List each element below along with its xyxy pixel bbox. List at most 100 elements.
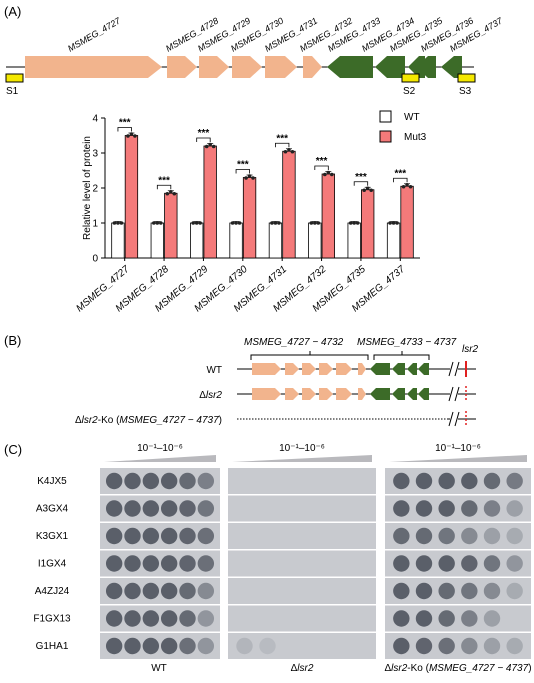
data-point: [352, 221, 356, 225]
data-point: [408, 184, 413, 189]
data-point: [277, 221, 281, 225]
dilution-label: 10⁻¹–10⁻⁶: [435, 443, 481, 454]
bar-wt: [308, 222, 322, 259]
gene-arrow-4729: [199, 56, 229, 78]
plaque-spot: [236, 637, 253, 655]
plaque-spot: [415, 555, 433, 572]
plaque-spot: [461, 582, 478, 600]
gene-arrow-4736: [416, 56, 436, 78]
data-point: [290, 149, 295, 154]
data-point: [194, 221, 199, 225]
gene-arrow-4727: [25, 56, 162, 78]
bar-wt: [268, 222, 283, 259]
plaque-spot: [160, 582, 178, 600]
plaque-spot: [197, 582, 215, 600]
data-point: [230, 221, 235, 225]
construct-label-wt: WT: [206, 365, 222, 376]
data-point: [287, 147, 291, 152]
site-label-s3: S3: [459, 86, 472, 97]
significance-bracket: [275, 142, 290, 148]
data-point: [169, 189, 173, 194]
group-label-right: MSMEG_4733 − 4737: [357, 337, 457, 348]
gene-arrow-4730: [232, 56, 262, 78]
plaque-spot: [160, 637, 178, 655]
site-s3: [457, 73, 476, 83]
data-point: [323, 172, 327, 177]
group-label-left: MSMEG_4727 − 4732: [244, 337, 344, 348]
data-point: [273, 221, 278, 225]
dilution-wedge: [389, 455, 527, 462]
data-point: [159, 221, 163, 225]
data-point: [369, 188, 373, 193]
plaque-spot: [415, 500, 433, 517]
bar-wt: [150, 222, 164, 259]
plaque-spot: [179, 472, 196, 490]
data-point: [362, 188, 366, 193]
plate-row: [228, 605, 376, 632]
gene-label-4727: MSMEG_4727: [66, 15, 123, 54]
significance-label: ***: [158, 175, 170, 186]
site-s1: [5, 73, 24, 83]
plaque-spot: [461, 610, 478, 627]
data-point: [405, 182, 409, 187]
y-tick-label: 1: [92, 219, 98, 230]
bar-mut3: [164, 192, 178, 259]
plaque-spot: [506, 500, 523, 517]
data-point: [348, 221, 353, 225]
construct-gene-arrow: [319, 388, 333, 400]
plaque-spot: [197, 472, 215, 490]
plaque-spot: [142, 582, 160, 600]
bar-mut3: [282, 150, 296, 259]
plaque-spot: [483, 472, 501, 490]
construct-gene-arrow: [285, 388, 299, 400]
axis-break: [448, 361, 460, 377]
bar-chart: Relative level of protein 01234MSMEG_472…: [74, 110, 427, 314]
plaque-spot: [179, 500, 196, 517]
data-point: [355, 221, 360, 225]
construct-gene-arrow: [370, 363, 390, 375]
plaque-spot: [160, 555, 178, 572]
site-label-s1: S1: [6, 86, 19, 97]
construct-gene-arrow: [285, 363, 299, 375]
plaque-spot: [197, 610, 215, 627]
data-point: [208, 142, 212, 147]
y-tick-label: 0: [92, 254, 98, 265]
data-point: [116, 221, 120, 225]
data-point: [316, 221, 321, 225]
plaque-spot: [438, 472, 455, 490]
plaque-spot: [179, 582, 196, 600]
bar-wt: [229, 222, 243, 259]
construct-gene-arrow: [370, 388, 390, 400]
chart-legend: WT Mut3: [379, 110, 427, 143]
gene-arrow-4731: [265, 56, 297, 78]
y-tick-label: 3: [92, 149, 98, 160]
plaque-spot: [438, 582, 455, 600]
construct-gene-arrow: [407, 388, 417, 400]
plaque-spot: [160, 500, 178, 517]
plaque-spot: [483, 582, 501, 600]
data-point: [211, 144, 216, 149]
data-point: [270, 221, 274, 225]
plate-row: [228, 578, 376, 604]
plaque-spot: [124, 500, 141, 517]
axis-break: [448, 411, 460, 427]
phage-label: K3GX1: [36, 531, 69, 542]
bar-wt: [111, 222, 125, 259]
significance-bracket: [353, 181, 369, 186]
lsr2-label: lsr2: [462, 344, 479, 355]
panel-b-label: (B): [4, 333, 21, 348]
data-point: [112, 221, 117, 225]
plaque-spot: [483, 500, 501, 517]
strain-label: Δlsr2-Ko (MSMEG_4727 − 4737): [384, 663, 531, 674]
construct-lsr2: [237, 386, 476, 402]
plaque-spot: [393, 637, 410, 655]
construct-gene-arrow: [392, 363, 405, 375]
construct-gene-arrow: [336, 363, 352, 375]
y-tick-label: 2: [92, 184, 98, 195]
data-point: [251, 176, 255, 180]
significance-label: ***: [237, 160, 249, 171]
gene-label-4728: MSMEG_4728: [164, 16, 220, 54]
plaque-spot: [124, 582, 141, 600]
plaque-spot: [105, 555, 123, 572]
